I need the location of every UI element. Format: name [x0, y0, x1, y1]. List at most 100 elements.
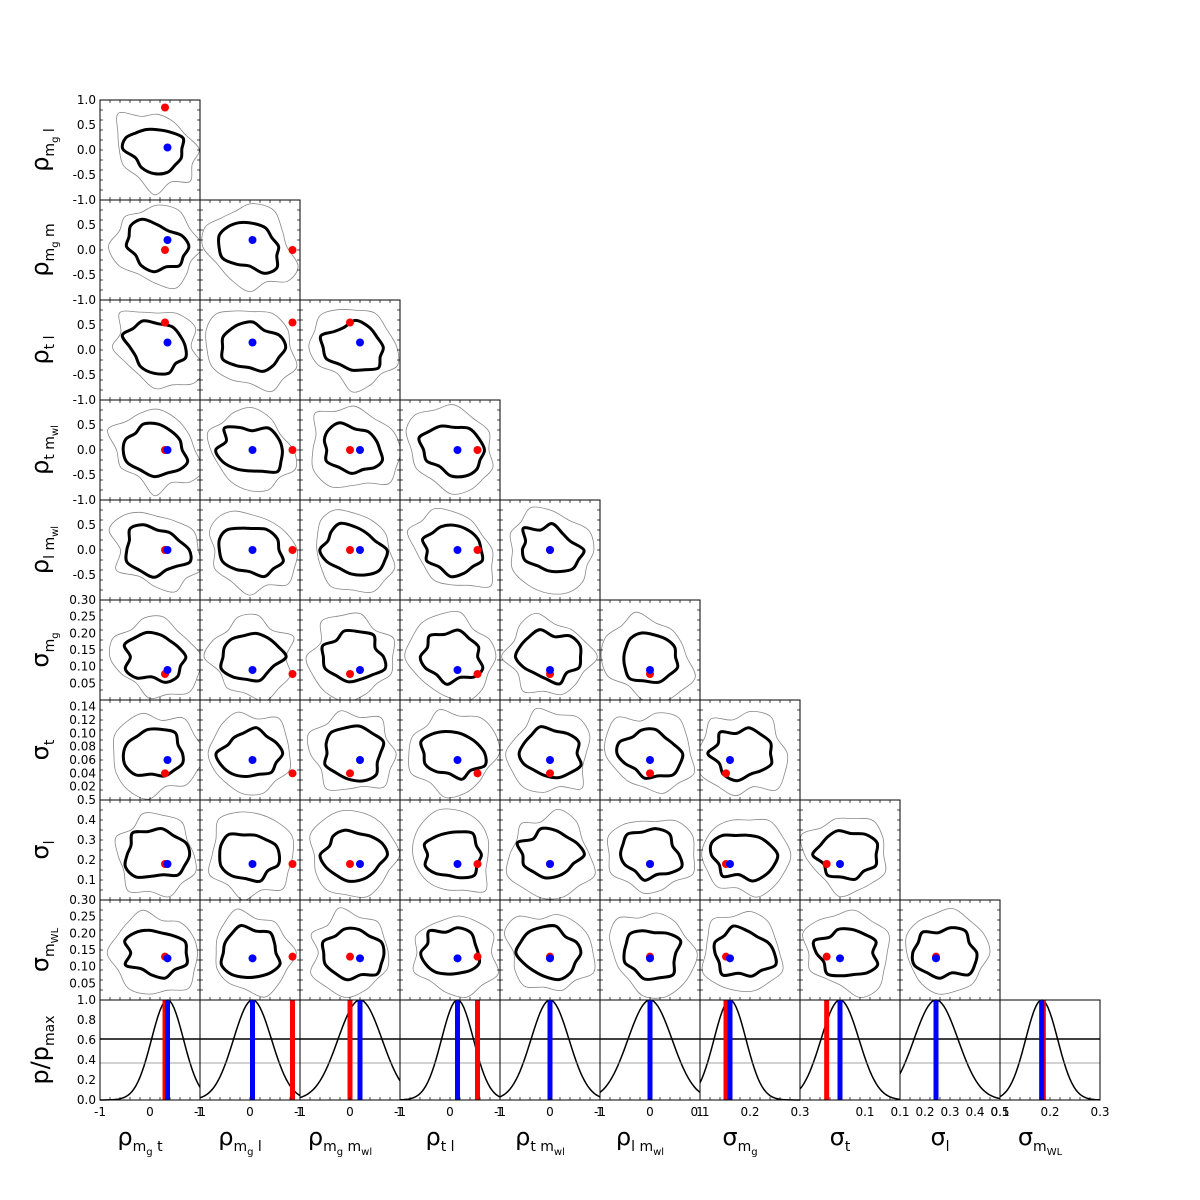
panel-frame	[399, 799, 501, 901]
y-tick-label: 0.25	[69, 910, 96, 924]
panel-frame	[699, 999, 801, 1101]
true-value-point	[473, 952, 482, 961]
y-tick-label: -1.0	[73, 193, 96, 207]
x-tick-label: 0.2	[740, 1105, 759, 1119]
best-fit-point	[726, 756, 734, 764]
inner-contour	[622, 631, 680, 685]
best-fit-point	[726, 860, 734, 868]
best-fit-point	[646, 860, 654, 868]
inner-contour	[622, 929, 683, 982]
y-tick-label: 0.10	[69, 726, 96, 740]
marginal-curve	[699, 999, 800, 1101]
x-tick-label: 0	[146, 1105, 154, 1119]
best-fit-point	[163, 860, 172, 868]
x-axis-label: ρl mwl	[616, 1123, 664, 1158]
true-value-point	[722, 769, 730, 778]
y-tick-label: 0.4	[77, 1053, 96, 1067]
inner-contour	[218, 832, 282, 884]
outer-contour	[604, 712, 695, 794]
outer-contour	[311, 405, 400, 488]
best-fit-point	[932, 954, 940, 963]
best-fit-point	[356, 446, 364, 454]
x-tick-label: 0.1	[990, 1105, 1009, 1119]
marginal-curve	[400, 999, 501, 1101]
true-value-point	[161, 246, 169, 254]
panel-frame	[299, 699, 401, 801]
inner-contour	[520, 522, 586, 574]
outer-contour	[905, 908, 991, 995]
true-value-point	[473, 546, 482, 554]
true-value-point	[161, 103, 169, 112]
best-fit-point	[453, 756, 462, 764]
true-value-point	[161, 769, 169, 778]
x-axis-label: ρmg mwl	[308, 1123, 372, 1158]
outer-contour	[501, 612, 598, 696]
best-fit-point	[163, 666, 172, 674]
inner-contour	[219, 923, 282, 979]
inner-contour	[811, 927, 880, 978]
x-axis-label: ρt l	[425, 1123, 454, 1155]
y-tick-label: -0.5	[73, 468, 96, 482]
marginal-curve	[100, 999, 201, 1101]
true-value-point	[288, 769, 297, 778]
x-tick-label: 0	[446, 1105, 454, 1119]
inner-contour	[417, 424, 486, 479]
outer-contour	[509, 506, 595, 595]
outer-contour	[310, 907, 390, 998]
outer-contour	[412, 915, 499, 998]
inner-contour	[318, 521, 389, 577]
x-tick-label: 0.2	[915, 1105, 934, 1119]
y-tick-label: -0.5	[73, 368, 96, 382]
true-value-point	[546, 769, 554, 778]
x-tick-label: 1	[696, 1105, 704, 1119]
x-tick-label: -1	[94, 1105, 106, 1119]
panel-frame	[299, 299, 401, 401]
x-tick-label: 1	[596, 1105, 604, 1119]
inner-contour	[323, 724, 386, 783]
inner-contour	[120, 127, 186, 176]
inner-contour	[322, 421, 385, 475]
true-value-point	[288, 546, 297, 554]
best-fit-point	[546, 860, 554, 868]
best-fit-point	[836, 860, 844, 868]
best-fit-point	[248, 446, 257, 454]
true-value-point	[346, 769, 354, 778]
true-value-point	[288, 318, 297, 327]
true-value-point	[288, 952, 297, 961]
x-axis-label: σmWL	[1018, 1123, 1063, 1158]
inner-contour	[220, 320, 288, 373]
outer-contour	[108, 615, 200, 700]
outer-contour	[700, 711, 789, 797]
x-tick-label: -1	[394, 1105, 406, 1119]
y-tick-label: 0.5	[77, 793, 96, 807]
true-value-point	[473, 670, 482, 678]
outer-contour	[108, 204, 200, 290]
x-tick-label: 0.1	[855, 1105, 874, 1119]
panel-frame	[599, 799, 701, 901]
outer-contour	[412, 808, 490, 893]
outer-contour	[112, 712, 200, 800]
inner-contour	[619, 827, 684, 882]
y-tick-label: 0.06	[69, 753, 96, 767]
inner-contour	[320, 926, 386, 982]
x-tick-label: 0.1	[690, 1105, 709, 1119]
y-tick-label: 0.5	[77, 418, 96, 432]
y-tick-label: 0.05	[69, 676, 96, 690]
x-tick-label: 1	[296, 1105, 304, 1119]
panel-frame	[199, 599, 301, 701]
y-axis-label: σt	[26, 739, 58, 760]
outer-contour	[306, 710, 397, 791]
outer-contour	[208, 811, 294, 900]
x-tick-label: 0.5	[990, 1105, 1009, 1119]
x-tick-label: 0	[646, 1105, 654, 1119]
best-fit-point	[356, 954, 364, 963]
x-tick-label: -1	[494, 1105, 506, 1119]
panel-frame	[99, 599, 201, 701]
best-fit-point	[248, 860, 257, 868]
panel-frame	[99, 199, 201, 301]
outer-contour	[408, 709, 500, 799]
outer-contour	[701, 818, 792, 898]
outer-contour	[609, 912, 698, 999]
y-tick-label: 0.08	[69, 740, 96, 754]
best-fit-point	[248, 236, 257, 244]
